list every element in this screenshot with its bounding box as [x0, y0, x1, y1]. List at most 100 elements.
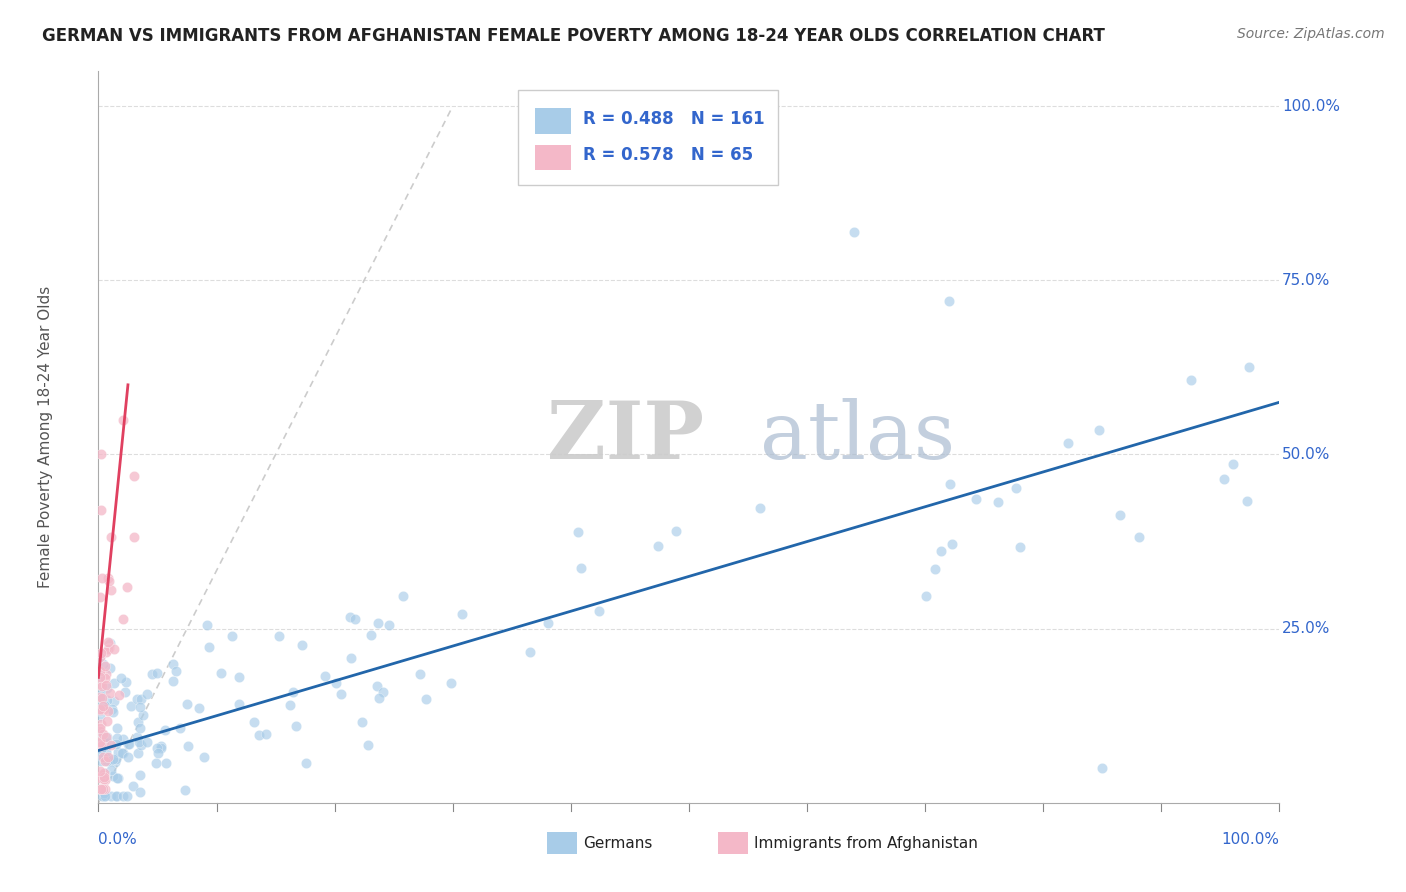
Point	[329, 686, 352, 700]
Point	[89, 703, 111, 717]
Text: Immigrants from Afghanistan: Immigrants from Afghanistan	[754, 836, 977, 851]
Point	[1128, 530, 1150, 544]
Point	[98, 685, 121, 699]
Point	[929, 543, 952, 558]
Point	[415, 691, 437, 706]
Point	[122, 530, 145, 544]
Point	[357, 739, 380, 753]
Point	[103, 769, 125, 783]
Point	[278, 698, 301, 712]
Point	[117, 749, 139, 764]
Text: 50.0%: 50.0%	[1282, 447, 1330, 462]
Point	[924, 562, 946, 576]
Point	[129, 738, 152, 752]
Point	[105, 789, 128, 803]
Point	[94, 699, 117, 714]
Point	[104, 752, 127, 766]
Point	[97, 640, 120, 655]
Point	[89, 771, 111, 785]
Point	[173, 783, 195, 797]
Point	[314, 669, 336, 683]
Point	[97, 750, 120, 764]
Point	[111, 747, 134, 761]
Point	[1010, 540, 1032, 554]
Point	[128, 768, 150, 782]
Point	[325, 675, 347, 690]
Point	[146, 666, 169, 681]
Point	[914, 589, 936, 603]
Point	[440, 676, 463, 690]
Point	[96, 645, 118, 659]
Point	[105, 789, 128, 803]
Point	[90, 689, 112, 703]
Point	[162, 674, 184, 689]
Point	[373, 685, 395, 699]
Point	[89, 721, 111, 735]
Point	[101, 702, 124, 716]
Point	[89, 764, 111, 778]
Text: Source: ZipAtlas.com: Source: ZipAtlas.com	[1237, 27, 1385, 41]
Text: 0.0%: 0.0%	[98, 832, 138, 847]
FancyBboxPatch shape	[536, 108, 571, 134]
Point	[97, 704, 120, 718]
Text: 75.0%: 75.0%	[1282, 273, 1330, 288]
Text: GERMAN VS IMMIGRANTS FROM AFGHANISTAN FEMALE POVERTY AMONG 18-24 YEAR OLDS CORRE: GERMAN VS IMMIGRANTS FROM AFGHANISTAN FE…	[42, 27, 1105, 45]
Point	[98, 637, 121, 651]
FancyBboxPatch shape	[517, 90, 778, 185]
Point	[987, 495, 1010, 509]
Point	[89, 690, 111, 704]
Point	[96, 693, 118, 707]
Point	[94, 745, 117, 759]
Point	[89, 745, 111, 759]
Point	[197, 640, 219, 654]
Text: atlas: atlas	[759, 398, 955, 476]
Point	[105, 731, 128, 745]
Point	[111, 789, 134, 803]
Point	[117, 789, 139, 803]
Point	[89, 781, 111, 796]
Point	[1091, 761, 1114, 775]
Point	[93, 735, 115, 749]
Point	[129, 784, 152, 798]
Text: R = 0.488   N = 161: R = 0.488 N = 161	[582, 110, 765, 128]
Point	[94, 773, 117, 788]
Point	[254, 727, 277, 741]
Point	[941, 537, 963, 551]
Point	[89, 670, 111, 684]
Point	[89, 725, 111, 739]
Point	[111, 747, 134, 761]
Point	[221, 629, 243, 643]
Point	[367, 691, 389, 706]
Point	[294, 756, 316, 770]
Point	[93, 698, 115, 712]
Text: Germans: Germans	[582, 836, 652, 851]
Point	[228, 697, 250, 711]
Point	[1239, 359, 1261, 374]
Point	[103, 756, 125, 770]
Point	[107, 746, 129, 760]
Point	[450, 607, 472, 621]
Point	[90, 717, 112, 731]
Point	[91, 750, 114, 764]
Point	[91, 657, 114, 671]
Point	[149, 740, 172, 755]
Point	[89, 739, 111, 753]
Point	[519, 644, 541, 658]
Point	[91, 789, 114, 803]
Point	[169, 721, 191, 735]
Point	[89, 665, 111, 679]
Point	[132, 708, 155, 723]
Point	[114, 685, 136, 699]
Point	[89, 649, 111, 664]
Point	[243, 714, 266, 729]
Point	[93, 768, 115, 782]
Point	[89, 649, 111, 664]
Point	[1236, 493, 1258, 508]
Point	[93, 769, 115, 783]
Point	[127, 746, 149, 760]
Point	[122, 779, 145, 793]
Point	[128, 735, 150, 749]
Point	[339, 651, 361, 665]
Point	[165, 664, 187, 678]
FancyBboxPatch shape	[718, 832, 748, 854]
